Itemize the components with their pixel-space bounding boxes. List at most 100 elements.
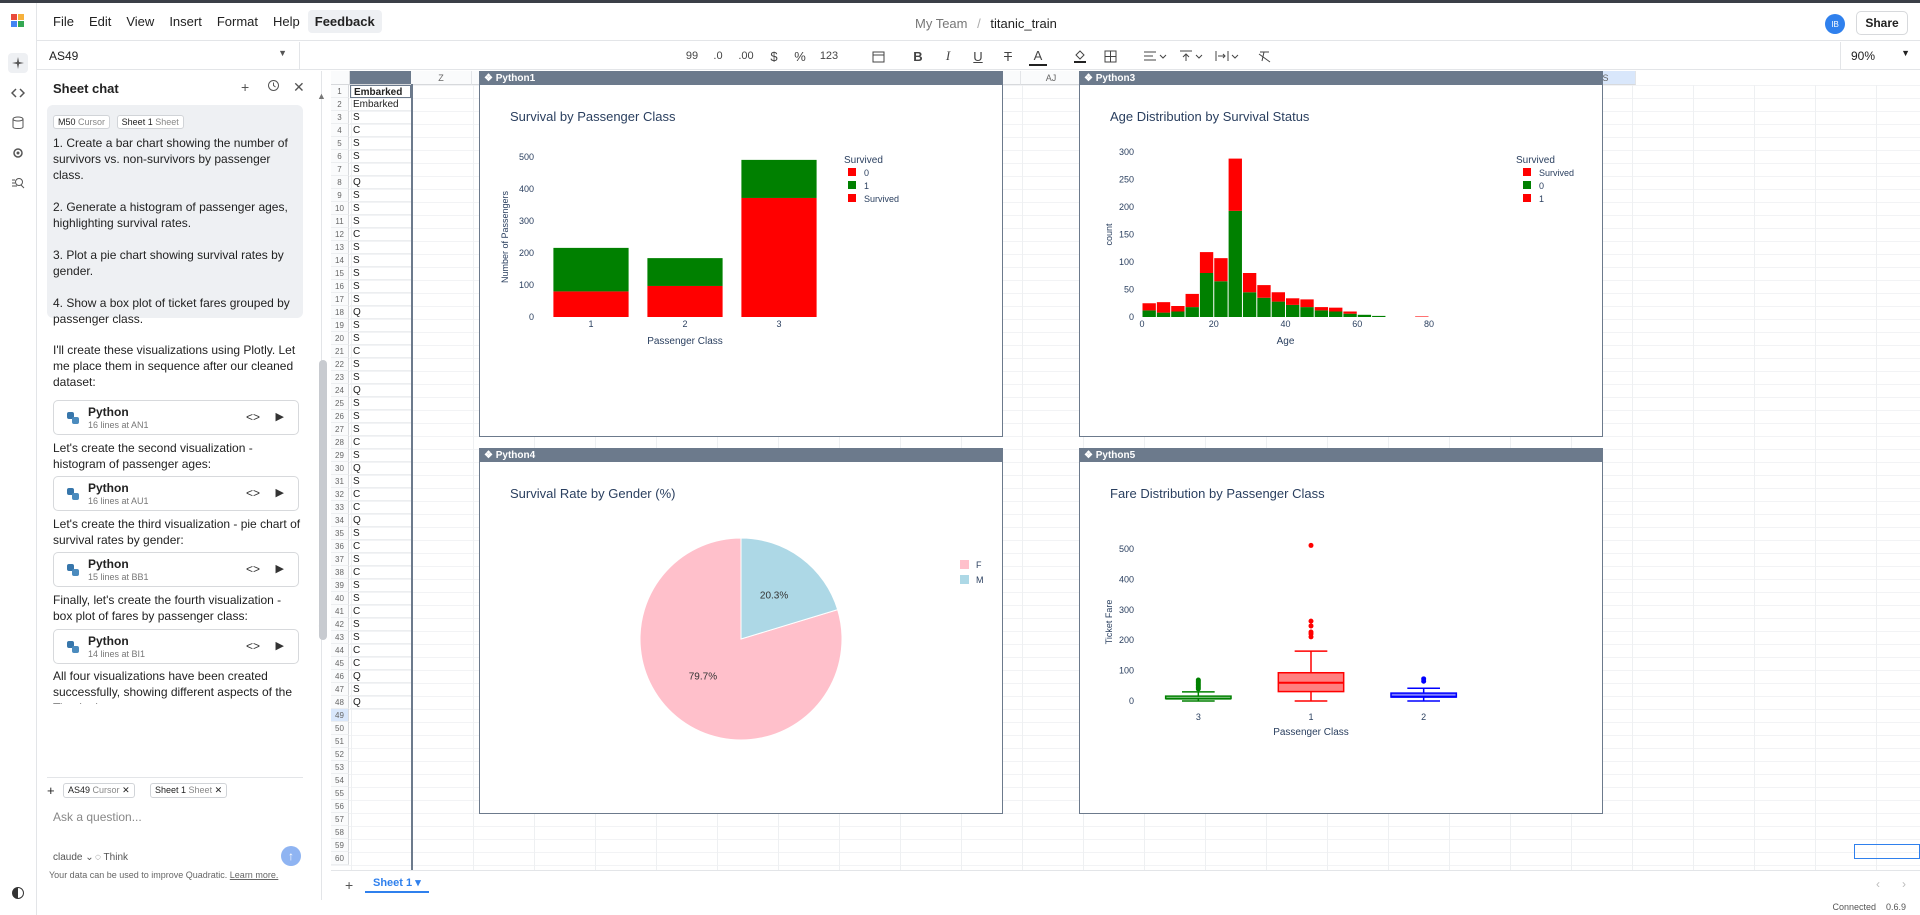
think-toggle[interactable]: ◌ Think <box>95 852 128 863</box>
row-header[interactable]: 8 <box>331 176 349 189</box>
menu-feedback[interactable]: Feedback <box>307 10 382 33</box>
cell[interactable]: Q <box>350 384 411 397</box>
code-card[interactable]: Python 16 lines at AU1 <> ▶ <box>53 476 299 511</box>
row-header[interactable]: 22 <box>331 358 349 371</box>
menu-help[interactable]: Help <box>273 14 300 29</box>
cell[interactable]: S <box>350 553 411 566</box>
row-header[interactable]: 34 <box>331 514 349 527</box>
spreadsheet-grid[interactable]: YZAAABACADAEAFAGAHAIAJAKALAMANAOAPAQARAS… <box>331 71 1920 870</box>
row-header[interactable]: 27 <box>331 423 349 436</box>
panel-header[interactable]: ❖ Python1 <box>480 72 1002 85</box>
row-header[interactable]: 17 <box>331 293 349 306</box>
chart-panel-python5[interactable]: ❖ Python5 Fare Distribution by Passenger… <box>1079 448 1603 814</box>
row-header[interactable]: 51 <box>331 735 349 748</box>
row-header[interactable]: 43 <box>331 631 349 644</box>
row-header[interactable]: 38 <box>331 566 349 579</box>
row-header[interactable]: 7 <box>331 163 349 176</box>
row-header[interactable]: 56 <box>331 800 349 813</box>
vertical-align-icon[interactable] <box>1177 46 1205 66</box>
row-header[interactable]: 46 <box>331 670 349 683</box>
cell[interactable]: S <box>350 475 411 488</box>
cell[interactable]: Q <box>350 670 411 683</box>
cell[interactable]: C <box>350 657 411 670</box>
breadcrumb-team[interactable]: My Team <box>915 16 968 31</box>
row-header[interactable]: 47 <box>331 683 349 696</box>
cell[interactable]: S <box>350 449 411 462</box>
cell[interactable]: S <box>350 319 411 332</box>
row-header[interactable]: 39 <box>331 579 349 592</box>
cell[interactable]: C <box>350 488 411 501</box>
cell[interactable]: S <box>350 267 411 280</box>
view-code-icon[interactable]: <> <box>245 562 260 576</box>
row-header[interactable]: 6 <box>331 150 349 163</box>
row-header[interactable]: 21 <box>331 345 349 358</box>
input-chip-sheet[interactable]: Sheet 1 Sheet ✕ <box>150 783 228 798</box>
row-header[interactable]: 36 <box>331 540 349 553</box>
cell[interactable]: S <box>350 254 411 267</box>
menu-format[interactable]: Format <box>216 14 258 29</box>
row-header[interactable]: 24 <box>331 384 349 397</box>
run-icon[interactable]: ▶ <box>275 411 284 423</box>
cell[interactable]: S <box>350 189 411 202</box>
cell[interactable]: S <box>350 579 411 592</box>
model-select[interactable]: claude ⌄ <box>53 852 94 863</box>
history-icon[interactable] <box>267 79 280 95</box>
row-header[interactable]: 44 <box>331 644 349 657</box>
cell[interactable]: S <box>350 215 411 228</box>
row-header[interactable]: 58 <box>331 826 349 839</box>
code-card[interactable]: Python 16 lines at AN1 <> ▶ <box>53 400 299 435</box>
row-header[interactable]: 11 <box>331 215 349 228</box>
sidebar-scrollbar[interactable] <box>319 360 327 640</box>
bold-icon[interactable]: B <box>913 48 923 64</box>
row-header[interactable]: 10 <box>331 202 349 215</box>
next-sheet-icon[interactable]: › <box>1902 877 1906 891</box>
cell[interactable]: C <box>350 124 411 137</box>
row-header[interactable]: 50 <box>331 722 349 735</box>
row-header[interactable]: 23 <box>331 371 349 384</box>
clear-formatting-icon[interactable] <box>1255 46 1273 66</box>
underline-icon[interactable]: U <box>973 48 983 64</box>
increase-decimals-button[interactable]: .00 <box>738 50 754 62</box>
row-header[interactable]: 42 <box>331 618 349 631</box>
chart-panel-python1[interactable]: ❖ Python1 Survival by Passenger Class 0 1… <box>479 71 1003 437</box>
database-icon[interactable] <box>8 113 28 133</box>
row-header[interactable]: 52 <box>331 748 349 761</box>
row-header[interactable]: 55 <box>331 787 349 800</box>
row-header[interactable]: 15 <box>331 267 349 280</box>
row-header[interactable]: 37 <box>331 553 349 566</box>
cell[interactable]: C <box>350 540 411 553</box>
menu-view[interactable]: View <box>126 14 155 29</box>
cell[interactable]: Embarked <box>350 98 411 111</box>
row-header[interactable]: 19 <box>331 319 349 332</box>
learn-more-link[interactable]: Learn more. <box>229 870 279 880</box>
horizontal-align-icon[interactable] <box>1141 46 1169 66</box>
row-header[interactable]: 29 <box>331 449 349 462</box>
add-sheet-icon[interactable]: + <box>345 877 354 893</box>
cell[interactable]: S <box>350 280 411 293</box>
panel-header[interactable]: ❖ Python3 <box>1080 72 1602 85</box>
panel-header[interactable]: ❖ Python4 <box>480 449 1002 462</box>
prev-sheet-icon[interactable]: ‹ <box>1876 877 1880 891</box>
code-icon[interactable] <box>8 83 28 103</box>
row-header[interactable]: 48 <box>331 696 349 709</box>
row-header[interactable]: 3 <box>331 111 349 124</box>
cell[interactable]: S <box>350 150 411 163</box>
chart-panel-python4[interactable]: ❖ Python4 Survival Rate by Gender (%) 79… <box>479 448 1003 814</box>
new-chat-icon[interactable]: + <box>241 79 250 95</box>
cell[interactable]: S <box>350 618 411 631</box>
send-button[interactable]: ↑ <box>281 846 301 866</box>
row-header[interactable]: 35 <box>331 527 349 540</box>
search-icon[interactable] <box>8 173 28 193</box>
fill-color-icon[interactable] <box>1071 46 1089 66</box>
cell[interactable]: Q <box>350 176 411 189</box>
currency-button[interactable]: $ <box>770 48 778 64</box>
row-header[interactable]: 18 <box>331 306 349 319</box>
row-header[interactable]: 59 <box>331 839 349 852</box>
cell[interactable]: Q <box>350 514 411 527</box>
row-header[interactable]: 9 <box>331 189 349 202</box>
row-header[interactable]: 53 <box>331 761 349 774</box>
cell[interactable]: C <box>350 501 411 514</box>
share-button[interactable]: Share <box>1856 11 1908 35</box>
row-header[interactable]: 14 <box>331 254 349 267</box>
row-header[interactable]: 1 <box>331 85 349 98</box>
